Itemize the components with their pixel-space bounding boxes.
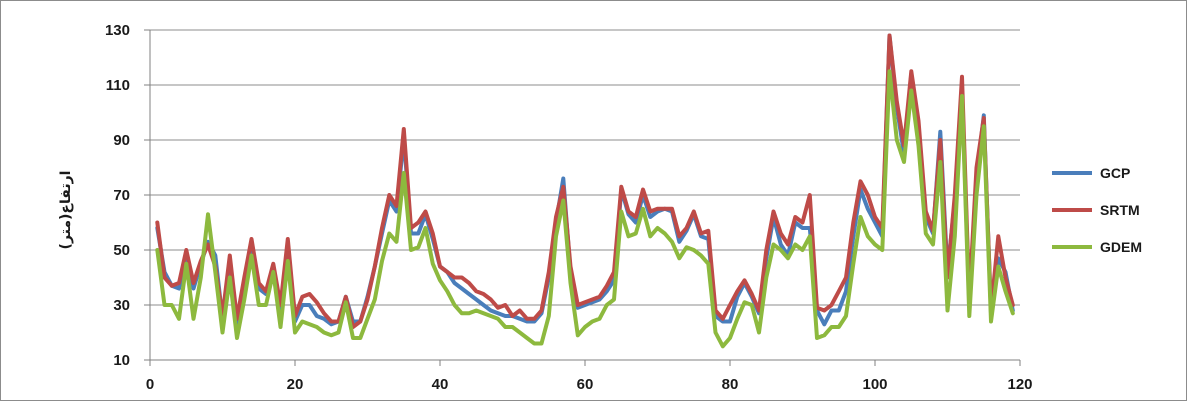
x-axis-ticks: 0 20 40 60 80 100 120	[146, 360, 1033, 393]
x-tick-label: 20	[287, 376, 304, 393]
legend: GCP SRTM GDEM	[1052, 165, 1142, 255]
y-tick-label: 10	[113, 352, 130, 369]
legend-label-srtm: SRTM	[1100, 202, 1140, 218]
legend-label-gdem: GDEM	[1100, 239, 1142, 255]
y-axis-label: ارتفاع(متر)	[58, 171, 74, 250]
y-tick-label: 110	[106, 77, 130, 94]
x-tick-label: 80	[722, 376, 739, 393]
y-tick-label: 30	[113, 297, 130, 314]
x-tick-label: 40	[432, 376, 449, 393]
y-tick-label: 130	[105, 22, 130, 39]
y-axis-ticks: 10 30 50 70 90 110 130	[105, 22, 150, 369]
x-tick-label: 60	[577, 376, 594, 393]
y-tick-label: 90	[113, 132, 130, 149]
y-tick-label: 70	[113, 187, 130, 204]
y-tick-label: 50	[113, 242, 130, 259]
x-tick-label: 0	[146, 376, 154, 393]
x-tick-label: 120	[1007, 376, 1032, 393]
legend-label-gcp: GCP	[1100, 165, 1130, 181]
x-tick-label: 100	[862, 376, 887, 393]
